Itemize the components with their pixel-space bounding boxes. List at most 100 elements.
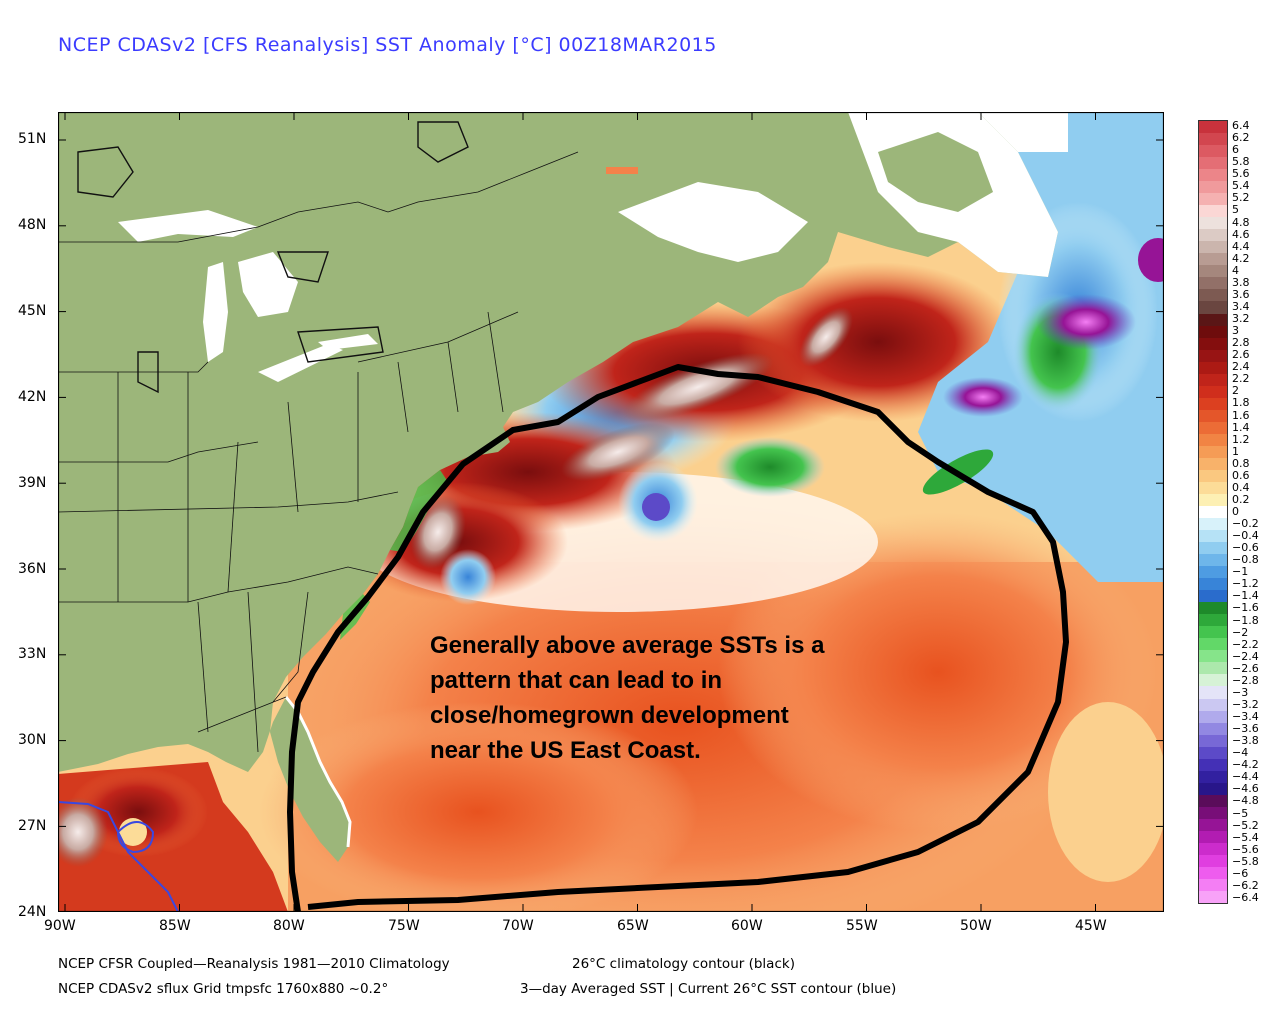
colorbar-label: −2.8	[1232, 673, 1259, 687]
lake-ontario	[318, 334, 378, 350]
lon-label-80w: 80W	[273, 918, 305, 934]
colorbar-label: −1	[1232, 565, 1249, 579]
colorbar-label: 3.4	[1232, 299, 1250, 313]
colorbar-label: 0.8	[1232, 456, 1250, 470]
gulf-st-lawrence	[618, 182, 808, 262]
cold-eddy-3	[440, 549, 496, 605]
colorbar-segment	[1199, 361, 1227, 374]
colorbar-segment	[1199, 373, 1227, 386]
colorbar-segment	[1199, 722, 1227, 735]
colorbar-label: −5.4	[1232, 830, 1259, 844]
colorbar-label: −3.8	[1232, 734, 1259, 748]
colorbar-segment	[1199, 181, 1227, 194]
colorbar-segment	[1199, 193, 1227, 206]
newfoundland-land	[878, 132, 993, 212]
footer-data-grid: NCEP CDASv2 sflux Grid tmpsfc 1760x880 ~…	[58, 981, 389, 997]
colorbar-label: 4.8	[1232, 215, 1250, 229]
colorbar-segment	[1199, 518, 1227, 531]
colorbar-segment	[1199, 157, 1227, 170]
colorbar-segment	[1199, 337, 1227, 350]
colorbar-segment	[1199, 662, 1227, 675]
colorbar-label: 0.2	[1232, 492, 1250, 506]
colorbar-segment	[1199, 794, 1227, 807]
lat-label-36n: 36N	[18, 561, 47, 577]
colorbar-segment	[1199, 878, 1227, 891]
colorbar-label: 2	[1232, 384, 1239, 398]
colorbar-segment	[1199, 818, 1227, 831]
colorbar-label: 5	[1232, 203, 1239, 217]
colorbar-label: −6	[1232, 866, 1249, 880]
colorbar-label: 6	[1232, 143, 1239, 157]
annotation-line: close/homegrown development	[430, 702, 789, 729]
colorbar-segment	[1199, 710, 1227, 723]
colorbar-label: 1.2	[1232, 432, 1250, 446]
colorbar-segment	[1199, 590, 1227, 603]
colorbar-segment	[1199, 806, 1227, 819]
colorbar-label: −6.2	[1232, 878, 1259, 892]
lat-label-51n: 51N	[18, 131, 47, 147]
colorbar-label: −3	[1232, 685, 1249, 699]
colorbar-segment	[1199, 409, 1227, 422]
colorbar-label: −4	[1232, 746, 1249, 760]
colorbar-segment	[1199, 542, 1227, 555]
climatology-26c-contour	[287, 364, 1069, 912]
lon-label-50w: 50W	[960, 918, 992, 934]
lon-label-70w: 70W	[502, 918, 534, 934]
cold-coastal-shelf	[390, 470, 448, 552]
colorbar-segment	[1199, 481, 1227, 494]
map-frame	[58, 112, 1164, 912]
colorbar-label: 3.6	[1232, 287, 1250, 301]
colorbar-segment	[1199, 217, 1227, 230]
colorbar-segment	[1199, 770, 1227, 783]
colorbar-label: 1.4	[1232, 420, 1250, 434]
colorbar-segment	[1199, 469, 1227, 482]
footer-climatology-contour: 26°C climatology contour (black)	[572, 956, 795, 972]
colorbar-label: 4.2	[1232, 251, 1250, 265]
colorbar-label: −2.6	[1232, 661, 1259, 675]
colorbar-label: 1	[1232, 444, 1239, 458]
colorbar-segment	[1199, 265, 1227, 278]
colorbar-label: −5.2	[1232, 818, 1259, 832]
colorbar-segment	[1199, 746, 1227, 759]
florida-keys-coast	[284, 696, 352, 848]
colorbar	[1198, 120, 1228, 904]
warm-anomaly-south	[258, 702, 698, 912]
colorbar-label: −5	[1232, 806, 1249, 820]
colorbar-label: 6.2	[1232, 131, 1250, 145]
colorbar-label: 5.6	[1232, 167, 1250, 181]
colorbar-segment	[1199, 241, 1227, 254]
colorbar-label: −0.4	[1232, 529, 1259, 543]
colorbar-label: −4.6	[1232, 782, 1259, 796]
colorbar-label: 0.6	[1232, 468, 1250, 482]
colorbar-segment	[1199, 782, 1227, 795]
pale-anomaly-4	[799, 307, 853, 367]
colorbar-label: −3.4	[1232, 710, 1259, 724]
chart-title: NCEP CDASv2 [CFS Reanalysis] SST Anomaly…	[58, 34, 717, 56]
political-borders	[58, 151, 579, 753]
colorbar-segment	[1199, 229, 1227, 242]
lon-label-65w: 65W	[617, 918, 649, 934]
colorbar-label: 6.4	[1232, 119, 1250, 133]
cold-eddy-1-core	[642, 493, 670, 521]
climatology-contours-minor	[77, 121, 469, 394]
colorbar-label: −5.6	[1232, 842, 1259, 856]
colorbar-label: −0.8	[1232, 553, 1259, 567]
pale-anomaly-2	[561, 422, 675, 482]
colorbar-segment	[1199, 650, 1227, 663]
lake-michigan	[203, 262, 228, 362]
sst-anomaly-map	[58, 112, 1164, 912]
colorbar-segment	[1199, 313, 1227, 326]
lat-label-30n: 30N	[18, 732, 47, 748]
current-26c-contour	[58, 801, 179, 912]
lake-huron	[238, 252, 298, 317]
colorbar-label: −6.4	[1232, 890, 1259, 904]
colorbar-label: −1.4	[1232, 589, 1259, 603]
colorbar-segment	[1199, 493, 1227, 506]
footer-climatology-source: NCEP CFSR Coupled—Reanalysis 1981—2010 C…	[58, 956, 450, 972]
colorbar-segment	[1199, 205, 1227, 218]
colorbar-label: 0.4	[1232, 480, 1250, 494]
purple-anomaly-mid	[943, 377, 1023, 417]
colorbar-label: 4.6	[1232, 227, 1250, 241]
current-26c-contour-loop	[116, 821, 155, 854]
light-anomaly-south-east	[1048, 702, 1164, 882]
